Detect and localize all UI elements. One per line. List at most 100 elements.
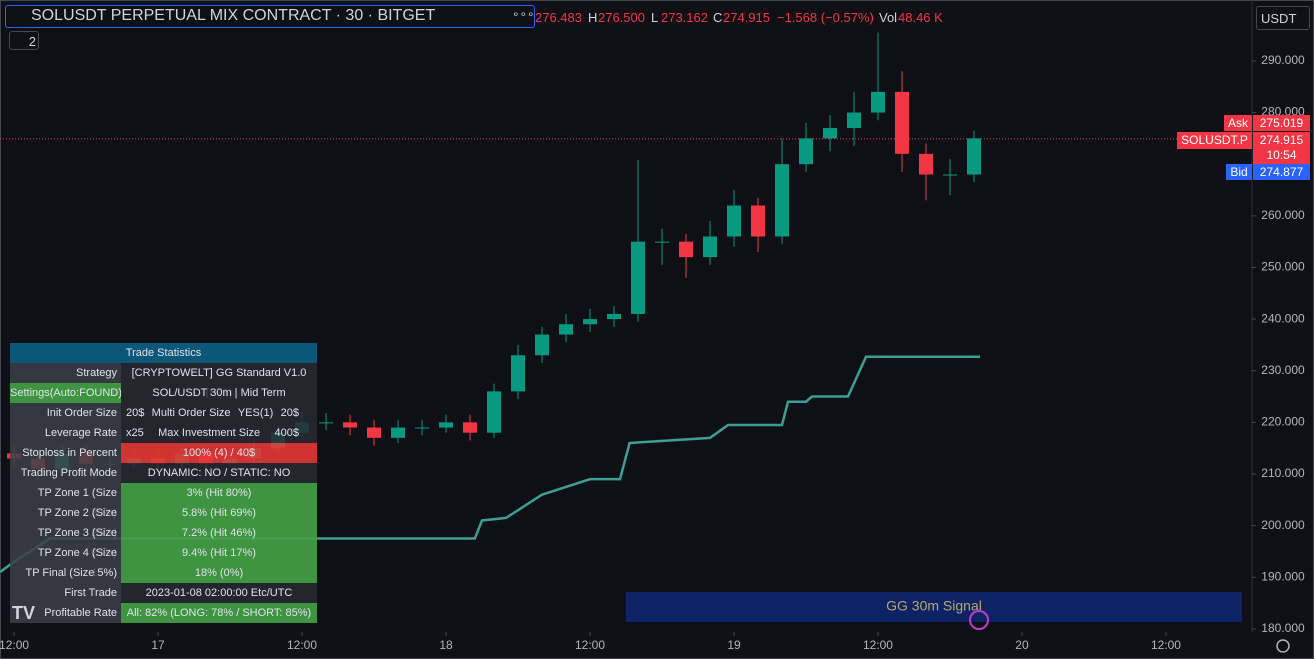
table-row: Settings(Auto:FOUND) SOL/USDT 30m | Mid T… <box>10 383 317 403</box>
candle-body <box>583 319 598 325</box>
x-tick-label: 12:00 <box>1151 638 1181 652</box>
y-tick-label: 240.000 <box>1261 311 1305 325</box>
symbol-box[interactable] <box>5 5 535 28</box>
row-value: All: 82% (LONG: 78% / SHORT: 85%) <box>121 603 317 623</box>
trade-statistics-table: Trade Statistics Strategy [CRYPTOWELT] GG… <box>10 343 317 623</box>
row-label: TP Zone 3 (Size 25%) <box>10 523 121 559</box>
row-value: 9.4% (Hit 17%) <box>121 543 317 563</box>
signal-label: GG 30m Signal <box>886 598 982 614</box>
y-tick-label: 290.000 <box>1261 53 1305 67</box>
table-row: Init Order Size 20$ Multi Order Size YES(1)… <box>10 403 317 423</box>
row-label: Strategy <box>10 363 121 383</box>
row-value: 3% (Hit 80%) <box>121 483 317 503</box>
cell-text: 9.4% (Hit 17%) <box>182 547 256 559</box>
y-tick-label: 260.000 <box>1261 208 1305 222</box>
candle-body <box>559 324 574 335</box>
x-tick-label: 12:00 <box>575 638 605 652</box>
candle-body <box>487 391 502 433</box>
cell-text: 20$ <box>280 407 299 419</box>
candle-body <box>870 91 885 113</box>
x-tick-label: 12:00 <box>0 638 29 652</box>
row-label: Leverage Rate <box>10 423 121 443</box>
cell-text: 5.8% (Hit 69%) <box>182 507 256 519</box>
candle-body <box>894 91 909 154</box>
y-tick-label: 230.000 <box>1261 363 1305 377</box>
candle-body <box>798 138 813 165</box>
candle-body <box>463 422 478 433</box>
candle-body <box>750 205 765 237</box>
candle-body <box>319 422 334 424</box>
bid-price: 274.877 <box>1253 164 1310 180</box>
x-tick-label: 17 <box>151 638 165 652</box>
candle-body <box>343 422 358 428</box>
currency-button[interactable]: USDT <box>1256 6 1310 30</box>
candle-body <box>678 241 693 258</box>
signal-box <box>626 592 1242 622</box>
trail-line <box>0 355 980 574</box>
row-value: x25 Max Investment Size 400$ <box>121 423 317 443</box>
high-value: 276.500 <box>598 10 645 25</box>
candle-body <box>511 355 526 392</box>
table-row: TP Zone 2 (Size 25%) 5.8% (Hit 69%) <box>10 503 317 539</box>
candle-body <box>702 236 717 258</box>
cell-text: 7.2% (Hit 46%) <box>182 527 256 539</box>
cell-text: [CRYPTOWELT] GG Standard V1.0 (B71) <box>131 367 307 399</box>
table-row: Stoploss in Percent 100% (4) / 40$ <box>10 443 317 463</box>
indicator-toggle[interactable]: 2 <box>9 31 39 50</box>
cell-text: 18% (0%) <box>194 567 244 579</box>
row-value: [CRYPTOWELT] GG Standard V1.0 (B71) <box>121 363 317 399</box>
table-row: Strategy [CRYPTOWELT] GG Standard V1.0 (B… <box>10 363 317 399</box>
candle-body <box>535 334 550 356</box>
row-label: TP Zone 4 (Size 15%) <box>10 543 121 579</box>
row-value: DYNAMIC: NO / STATIC: NO <box>121 463 317 483</box>
table-row: Trading Profit Mode DYNAMIC: NO / STATIC:… <box>10 463 317 483</box>
cell-text: Max Investment Size <box>158 427 261 439</box>
candle-body <box>846 112 861 129</box>
row-label: Settings(Auto:FOUND) <box>10 383 122 403</box>
candle-body <box>415 427 430 429</box>
bid-label: Bid <box>1226 164 1252 180</box>
row-value: 20$ Multi Order Size YES(1) 20$ <box>121 403 317 423</box>
candle-body <box>966 138 981 175</box>
x-tick-label: 18 <box>439 638 453 652</box>
table-title: Trade Statistics <box>10 343 317 363</box>
more-icon[interactable]: ∘∘∘ <box>512 7 535 21</box>
row-label: Trading Profit Mode <box>10 463 121 483</box>
cell-text: Multi Order Size <box>151 407 231 419</box>
signal-icon[interactable] <box>969 610 989 630</box>
volume-label: Vol <box>879 10 898 25</box>
x-tick-label: 12:00 <box>863 638 893 652</box>
symbol-price-label: SOLUSDT.P <box>1177 132 1252 149</box>
table-row: TP Zone 3 (Size 25%) 7.2% (Hit 46%) <box>10 523 317 559</box>
cell-text: 3% (Hit 80%) <box>186 487 252 499</box>
table-row: TP Zone 1 (Size 30%) 3% (Hit 80%) <box>10 483 317 519</box>
table-row: Leverage Rate x25 Max Investment Size 400$ <box>10 423 317 443</box>
row-value: SOL/USDT 30m | Mid Term <box>121 383 317 403</box>
cell-text: DYNAMIC: NO / STATIC: NO <box>147 467 291 479</box>
close-label: C <box>713 10 723 25</box>
table-row: TP Zone 4 (Size 15%) 9.4% (Hit 17%) <box>10 543 317 579</box>
open-value: 276.483 <box>535 10 582 25</box>
row-label: TP Final (Size 5%) <box>10 563 121 583</box>
x-tick-label: 19 <box>727 638 741 652</box>
candle-body <box>774 164 789 237</box>
close-value: 274.915 <box>723 10 770 25</box>
row-label: Stoploss in Percent <box>10 443 121 463</box>
last-price: 274.915 <box>1259 133 1304 147</box>
last-price-box <box>1253 132 1310 164</box>
change: −1.568 (−0.57%) <box>777 10 874 25</box>
candle-body <box>607 313 622 320</box>
candle-body <box>391 427 406 438</box>
row-label: Init Order Size <box>10 403 121 423</box>
ask-price: 275.019 <box>1253 115 1310 131</box>
tv-logo[interactable]: TV <box>12 603 36 623</box>
settings-icon[interactable] <box>1276 639 1290 653</box>
x-tick-label: 12:00 <box>287 638 317 652</box>
row-value: 7.2% (Hit 46%) <box>121 523 317 543</box>
cell-text: x25 <box>126 427 144 439</box>
candle-body <box>918 153 933 175</box>
cell-text: All: 82% (LONG: 78% / SHORT: 85%) <box>126 607 312 619</box>
low-label: L <box>651 10 659 25</box>
low-value: 273.162 <box>661 10 708 25</box>
